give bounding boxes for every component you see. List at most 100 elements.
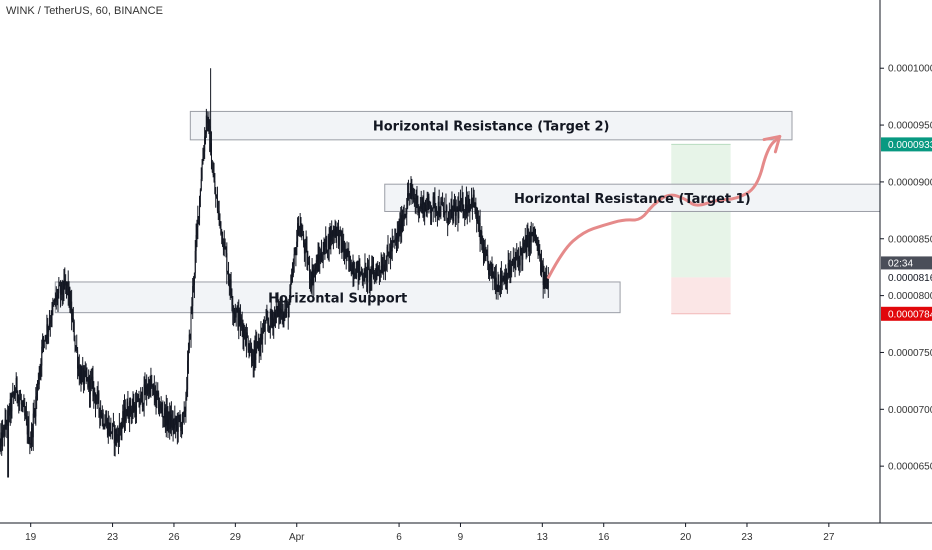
candle-body	[163, 417, 165, 419]
candle-body	[151, 386, 153, 388]
candle-body	[229, 279, 231, 287]
candle-body	[463, 214, 465, 216]
candle-body	[170, 414, 172, 429]
candle-body	[82, 367, 84, 372]
candle-body	[245, 337, 247, 345]
candle-body	[51, 305, 53, 321]
candle-body	[74, 340, 76, 346]
candle-body	[228, 274, 230, 280]
candle-body	[441, 201, 443, 205]
candle-body	[419, 203, 421, 209]
candle-body	[66, 282, 68, 287]
x-tick-label: 23	[741, 532, 753, 543]
candle-body	[42, 337, 44, 347]
zone-label-resistance2: Horizontal Resistance (Target 2)	[373, 120, 610, 135]
candle-body	[517, 256, 519, 260]
candle-body	[33, 411, 35, 414]
candle-body	[249, 350, 251, 353]
candle-body	[438, 201, 440, 216]
candle-body	[100, 412, 102, 418]
candle-body	[425, 208, 427, 213]
candle-body	[110, 422, 112, 434]
candle-body	[187, 360, 189, 390]
candle-body	[246, 332, 248, 338]
candle-body	[21, 404, 23, 406]
candle-body	[129, 400, 131, 411]
candle-body	[127, 402, 129, 417]
candle-body	[279, 308, 281, 318]
candle-body	[166, 407, 168, 425]
x-tick-label: 27	[823, 532, 835, 543]
candle-body	[179, 418, 181, 422]
candle-body	[261, 333, 263, 340]
y-tick-label: 0.0000650	[888, 462, 932, 473]
candle-body	[296, 241, 298, 255]
candle-body	[342, 240, 344, 250]
candle-body	[224, 241, 226, 249]
candle-body	[181, 424, 183, 431]
zone-labels-layer: Horizontal Resistance (Target 2) Horizont…	[268, 120, 751, 307]
candle-body	[392, 240, 394, 242]
candle-body	[189, 334, 191, 338]
candle-body	[201, 164, 203, 179]
candle-body	[287, 303, 289, 318]
candle-body	[293, 253, 295, 265]
candle-body	[442, 204, 444, 206]
candle-body	[453, 205, 455, 222]
candle-body	[356, 261, 358, 267]
candle-body	[495, 277, 497, 290]
candle-body	[494, 276, 496, 283]
zone-support	[54, 281, 621, 314]
candle-body	[379, 271, 381, 273]
candle-body	[281, 309, 283, 320]
candle-body	[81, 371, 83, 385]
candle-body	[230, 279, 232, 295]
candle-body	[320, 252, 322, 263]
candle-body	[118, 435, 120, 443]
candle-body	[458, 205, 460, 219]
candle-body	[311, 269, 313, 288]
candle-body	[500, 270, 502, 283]
candle-body	[327, 235, 329, 252]
candle-body	[397, 231, 399, 239]
candle-body	[450, 204, 452, 210]
candle-body	[137, 396, 139, 402]
candle-body	[6, 424, 8, 426]
stop-price-label: 0.0000784	[888, 309, 932, 320]
candle-body	[388, 251, 390, 255]
candle-body	[432, 196, 434, 209]
candle-body	[126, 402, 128, 416]
candle-body	[375, 273, 377, 280]
candle-body	[496, 289, 498, 292]
candle-body	[372, 265, 374, 270]
candle-body	[124, 407, 126, 422]
candle-body	[216, 196, 218, 199]
candle-body	[186, 389, 188, 398]
candle-body	[274, 312, 276, 318]
candle-body	[19, 399, 21, 401]
candle-body	[474, 202, 476, 208]
target-price-label-bg	[881, 137, 932, 152]
candle-body	[359, 264, 361, 275]
candle-body	[27, 423, 29, 435]
zones-layer	[54, 110, 881, 314]
candle-body	[73, 321, 75, 341]
candle-body	[192, 286, 194, 307]
candle-body	[276, 306, 278, 311]
candle-body	[133, 403, 135, 412]
candle-body	[130, 410, 132, 415]
candle-body	[113, 424, 115, 444]
projection-arrowhead	[762, 134, 782, 154]
y-tick-label: 0.0000850	[888, 234, 932, 245]
candle-body	[333, 229, 335, 237]
candle-body	[421, 204, 423, 210]
x-tick-label: 29	[230, 532, 242, 543]
candle-body	[349, 256, 351, 271]
candle-body	[524, 238, 526, 247]
candle-body	[384, 264, 386, 271]
candle-body	[116, 434, 118, 441]
candle-body	[466, 204, 468, 214]
candle-body	[326, 251, 328, 253]
candle-body	[83, 367, 85, 385]
